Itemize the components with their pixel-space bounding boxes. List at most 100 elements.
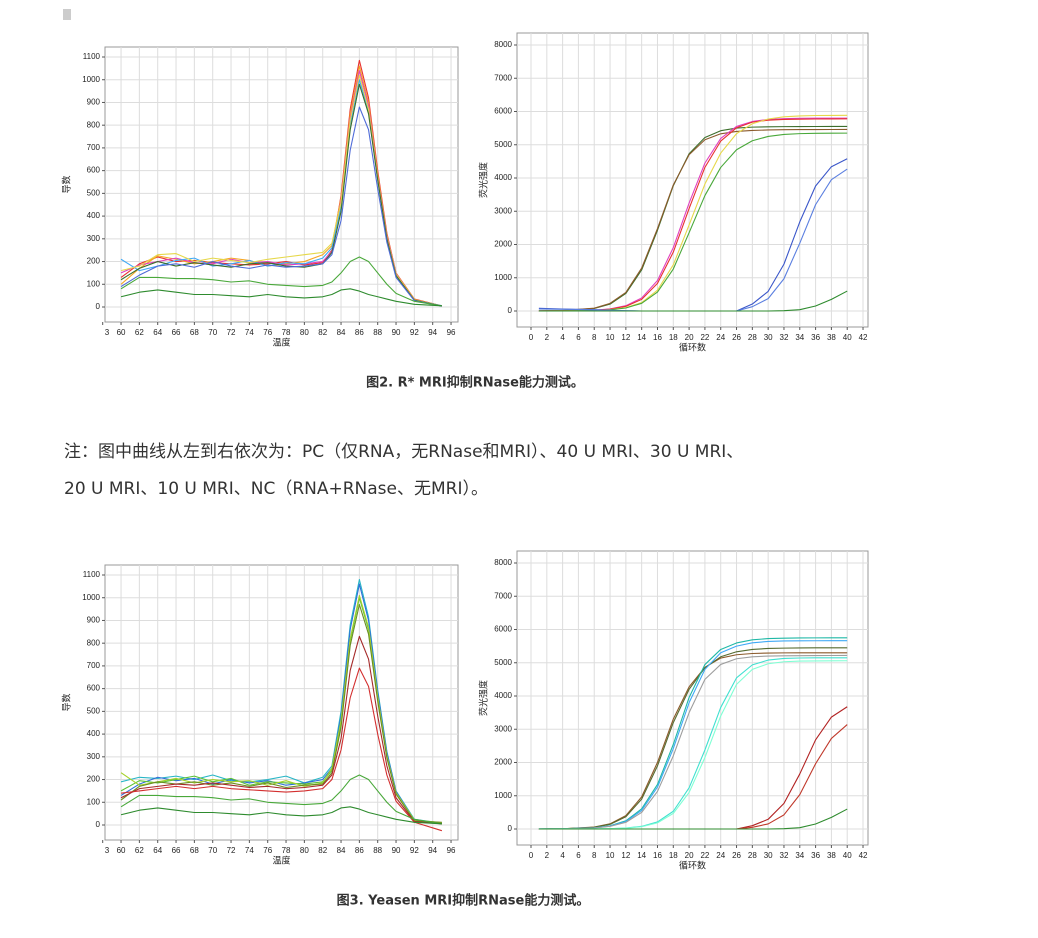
y-tick-label: 0 — [508, 824, 513, 833]
y-tick-label: 200 — [87, 257, 101, 266]
x-tick-label: 96 — [447, 328, 456, 337]
x-tick-label: 74 — [245, 846, 254, 855]
x-tick-label: 66 — [172, 328, 181, 337]
x-tick-label: 2 — [545, 333, 550, 342]
y-tick-label: 0 — [96, 820, 101, 829]
curve — [538, 290, 848, 312]
x-tick-label: 0 — [529, 851, 534, 860]
x-tick-label: 82 — [318, 846, 327, 855]
x-tick-label: 62 — [135, 328, 144, 337]
y-tick-label: 900 — [87, 616, 101, 625]
y-tick-label: 3000 — [494, 724, 512, 733]
x-tick-label: 70 — [208, 328, 217, 337]
x-tick-label: 74 — [245, 328, 254, 337]
curve — [120, 774, 442, 825]
y-tick-label: 3000 — [494, 206, 512, 215]
curve — [538, 654, 848, 830]
y-tick-label: 2000 — [494, 240, 512, 249]
x-tick-label: 92 — [410, 328, 419, 337]
curve — [120, 288, 442, 307]
y-tick-label: 600 — [87, 166, 101, 175]
x-tick-label: 78 — [282, 846, 291, 855]
x-tick-label: 40 — [843, 333, 852, 342]
x-tick-label: 4 — [560, 851, 565, 860]
y-tick-label: 7000 — [494, 591, 512, 600]
x-tick-label: 22 — [700, 851, 709, 860]
y-tick-label: 6000 — [494, 107, 512, 116]
x-tick-label: 82 — [318, 328, 327, 337]
x-tick-label: 18 — [669, 851, 678, 860]
x-tick-label: 84 — [337, 328, 346, 337]
x-tick-label: 26 — [732, 333, 741, 342]
x-tick-label: 68 — [190, 846, 199, 855]
y-tick-label: 2000 — [494, 758, 512, 767]
x-tick-label: 2 — [545, 851, 550, 860]
x-tick-label: 40 — [843, 851, 852, 860]
y-tick-label: 1000 — [82, 593, 100, 602]
curve — [120, 583, 442, 825]
x-tick-label: 32 — [780, 333, 789, 342]
x-tick-label: 64 — [153, 328, 162, 337]
y-tick-label: 800 — [87, 120, 101, 129]
curve — [120, 83, 442, 307]
curve — [120, 256, 442, 307]
y-tick-label: 0 — [96, 302, 101, 311]
x-tick-label: 76 — [263, 846, 272, 855]
y-tick-label: 200 — [87, 775, 101, 784]
x-tick-label: 62 — [135, 846, 144, 855]
x-tick-label: 28 — [748, 333, 757, 342]
curve — [120, 667, 443, 832]
x-tick-label: 76 — [263, 328, 272, 337]
curve — [538, 125, 848, 312]
y-tick-label: 1100 — [83, 52, 101, 61]
x-tick-label: 60 — [117, 328, 126, 337]
x-tick-label: 24 — [716, 851, 725, 860]
y-tick-label: 800 — [87, 638, 101, 647]
x-tick-label: 86 — [355, 846, 364, 855]
x-tick-label: 30 — [764, 851, 773, 860]
x-tick-label: 20 — [685, 333, 694, 342]
x-tick-label: 3 — [105, 846, 110, 855]
y-tick-label: 500 — [87, 188, 101, 197]
y-tick-label: 500 — [87, 706, 101, 715]
y-tick-label: 5000 — [494, 140, 512, 149]
x-tick-label: 72 — [227, 328, 236, 337]
x-tick-label: 94 — [428, 328, 437, 337]
x-tick-label: 70 — [208, 846, 217, 855]
x-tick-label: 20 — [685, 851, 694, 860]
curve — [538, 647, 848, 830]
x-tick-label: 88 — [373, 846, 382, 855]
curve — [120, 635, 442, 825]
x-tick-label: 42 — [859, 333, 868, 342]
x-tick-label: 0 — [529, 333, 534, 342]
x-tick-label: 72 — [227, 846, 236, 855]
plot-area — [104, 564, 459, 841]
x-axis-label: 温度 — [272, 337, 290, 349]
x-tick-label: 12 — [621, 333, 630, 342]
y-tick-label: 700 — [87, 143, 101, 152]
x-tick-label: 30 — [764, 333, 773, 342]
x-tick-label: 14 — [637, 851, 646, 860]
x-tick-label: 80 — [300, 328, 309, 337]
y-tick-label: 1000 — [494, 791, 512, 800]
x-tick-label: 6 — [576, 333, 581, 342]
x-tick-label: 24 — [716, 333, 725, 342]
curve — [538, 808, 848, 830]
x-axis-label: 温度 — [272, 855, 290, 867]
x-tick-label: 10 — [606, 851, 615, 860]
x-tick-label: 68 — [190, 328, 199, 337]
marker — [63, 9, 71, 20]
y-tick-label: 6000 — [494, 625, 512, 634]
curve — [120, 806, 442, 825]
curve — [120, 604, 442, 823]
caption: 图3. Yeasen MRI抑制RNase能力测试。 — [337, 893, 590, 909]
x-tick-label: 38 — [827, 851, 836, 860]
y-tick-label: 4000 — [494, 691, 512, 700]
curve — [120, 106, 442, 307]
x-tick-label: 32 — [780, 851, 789, 860]
y-tick-label: 600 — [87, 684, 101, 693]
x-tick-label: 8 — [592, 851, 597, 860]
x-axis-label: 循环数 — [679, 860, 706, 872]
x-tick-label: 6 — [576, 851, 581, 860]
x-tick-label: 96 — [447, 846, 456, 855]
